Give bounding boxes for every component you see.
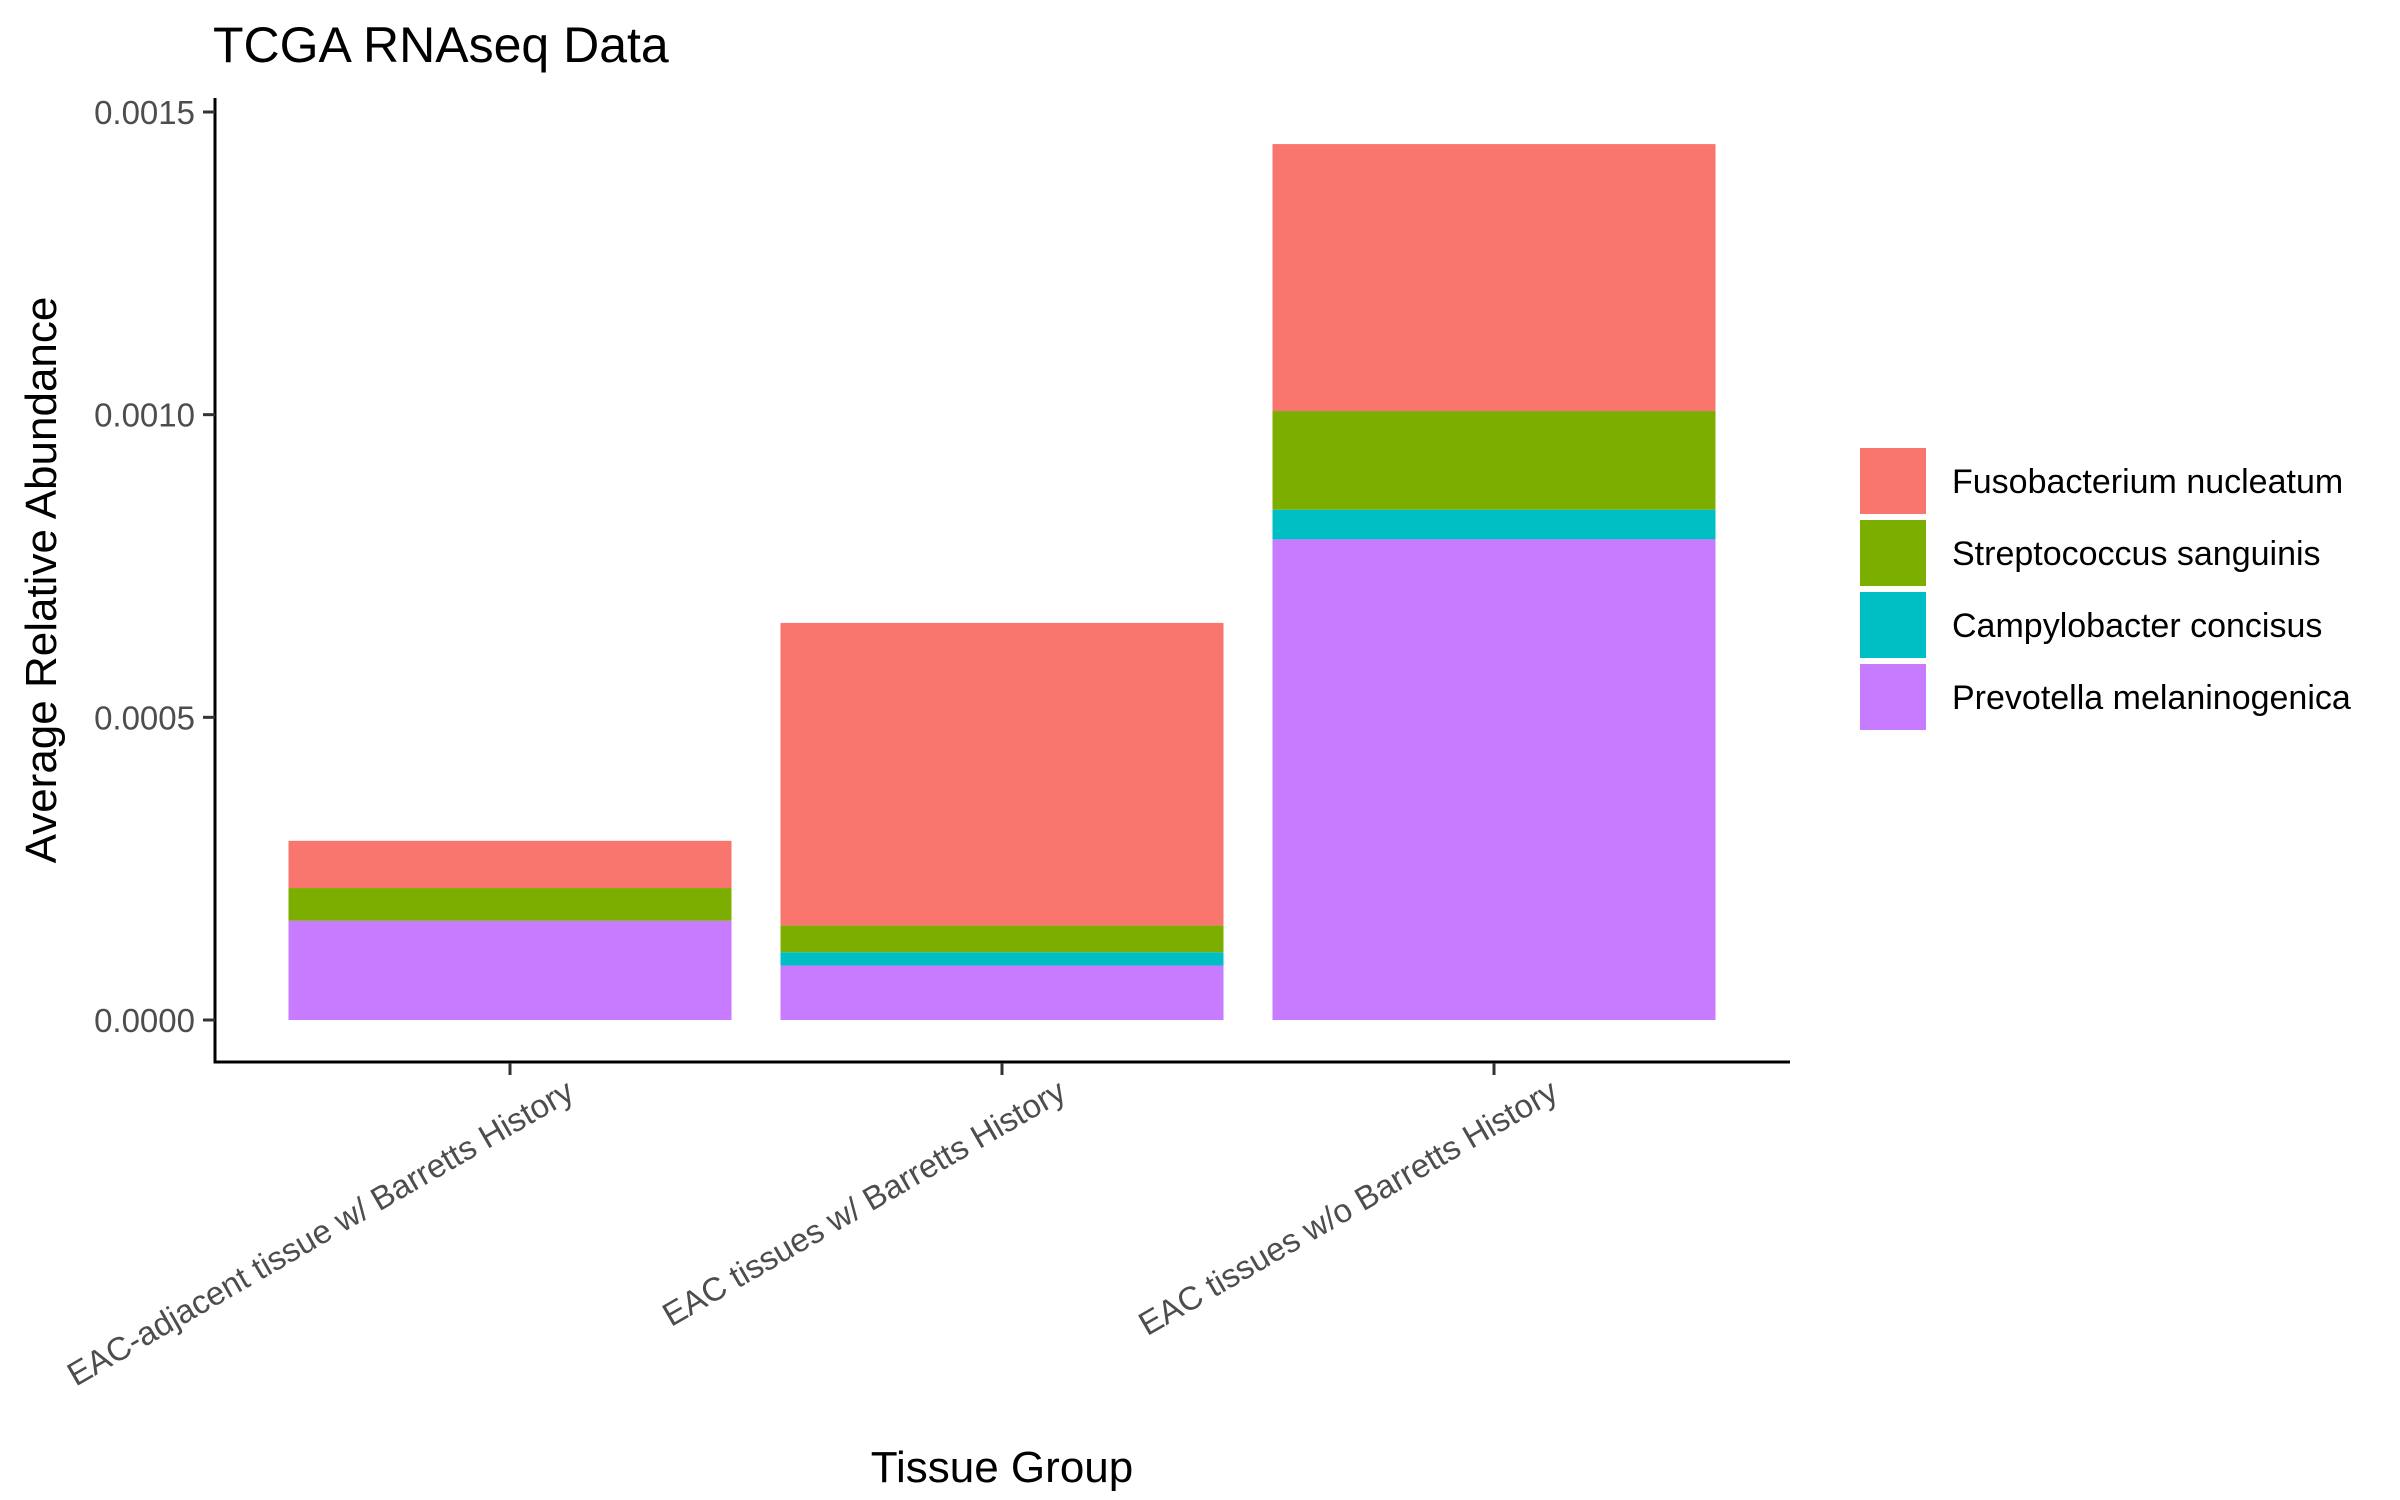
bar-prevotella-melaninogenica-2 xyxy=(780,965,1224,1020)
legend-swatch-streptococcus-sanguinis xyxy=(1860,520,1926,586)
bar-fusobacterium-nucleatum-1 xyxy=(288,840,732,889)
legend-label-campylobacter-concisus: Campylobacter concisus xyxy=(1952,607,2322,645)
y-axis-title: Average Relative Abundance xyxy=(17,297,66,864)
bar-campylobacter-concisus-2 xyxy=(780,952,1224,966)
x-tick-label: EAC-adjacent tissue w/ Barretts History xyxy=(61,1072,580,1393)
bar-prevotella-melaninogenica-1 xyxy=(288,920,732,1020)
y-tick-label: 0.0010 xyxy=(94,397,195,434)
y-tick-label: 0.0000 xyxy=(94,1002,195,1039)
legend-swatch-prevotella-melaninogenica xyxy=(1860,664,1926,730)
bar-streptococcus-sanguinis-2 xyxy=(780,925,1224,953)
bar-streptococcus-sanguinis-3 xyxy=(1272,411,1716,510)
legend-swatch-fusobacterium-nucleatum xyxy=(1860,448,1926,514)
legend: Fusobacterium nucleatum Streptococcus san… xyxy=(1860,448,2351,730)
legend-label-prevotella-melaninogenica: Prevotella melaninogenica xyxy=(1952,679,2351,717)
bar-prevotella-melaninogenica-3 xyxy=(1272,539,1716,1020)
x-axis: EAC-adjacent tissue w/ Barretts History E… xyxy=(61,1063,1564,1393)
legend-label-fusobacterium-nucleatum: Fusobacterium nucleatum xyxy=(1952,463,2343,501)
bar-fusobacterium-nucleatum-2 xyxy=(780,622,1224,926)
y-tick-label: 0.0015 xyxy=(94,94,195,131)
y-tick-label: 0.0005 xyxy=(94,699,195,736)
bar-campylobacter-concisus-3 xyxy=(1272,509,1716,540)
legend-label-streptococcus-sanguinis: Streptococcus sanguinis xyxy=(1952,535,2321,573)
x-tick-label: EAC tissues w/o Barretts History xyxy=(1132,1072,1564,1343)
x-tick-label: EAC tissues w/ Barretts History xyxy=(656,1072,1072,1334)
legend-swatch-campylobacter-concisus xyxy=(1860,592,1926,658)
bar-fusobacterium-nucleatum-3 xyxy=(1272,144,1716,412)
x-axis-title: Tissue Group xyxy=(871,1443,1133,1492)
y-axis: 0.0000 0.0005 0.0010 0.0015 xyxy=(94,94,215,1039)
chart-title: TCGA RNAseq Data xyxy=(213,17,669,73)
bar-streptococcus-sanguinis-1 xyxy=(288,888,732,921)
bars-layer xyxy=(288,144,1716,1020)
